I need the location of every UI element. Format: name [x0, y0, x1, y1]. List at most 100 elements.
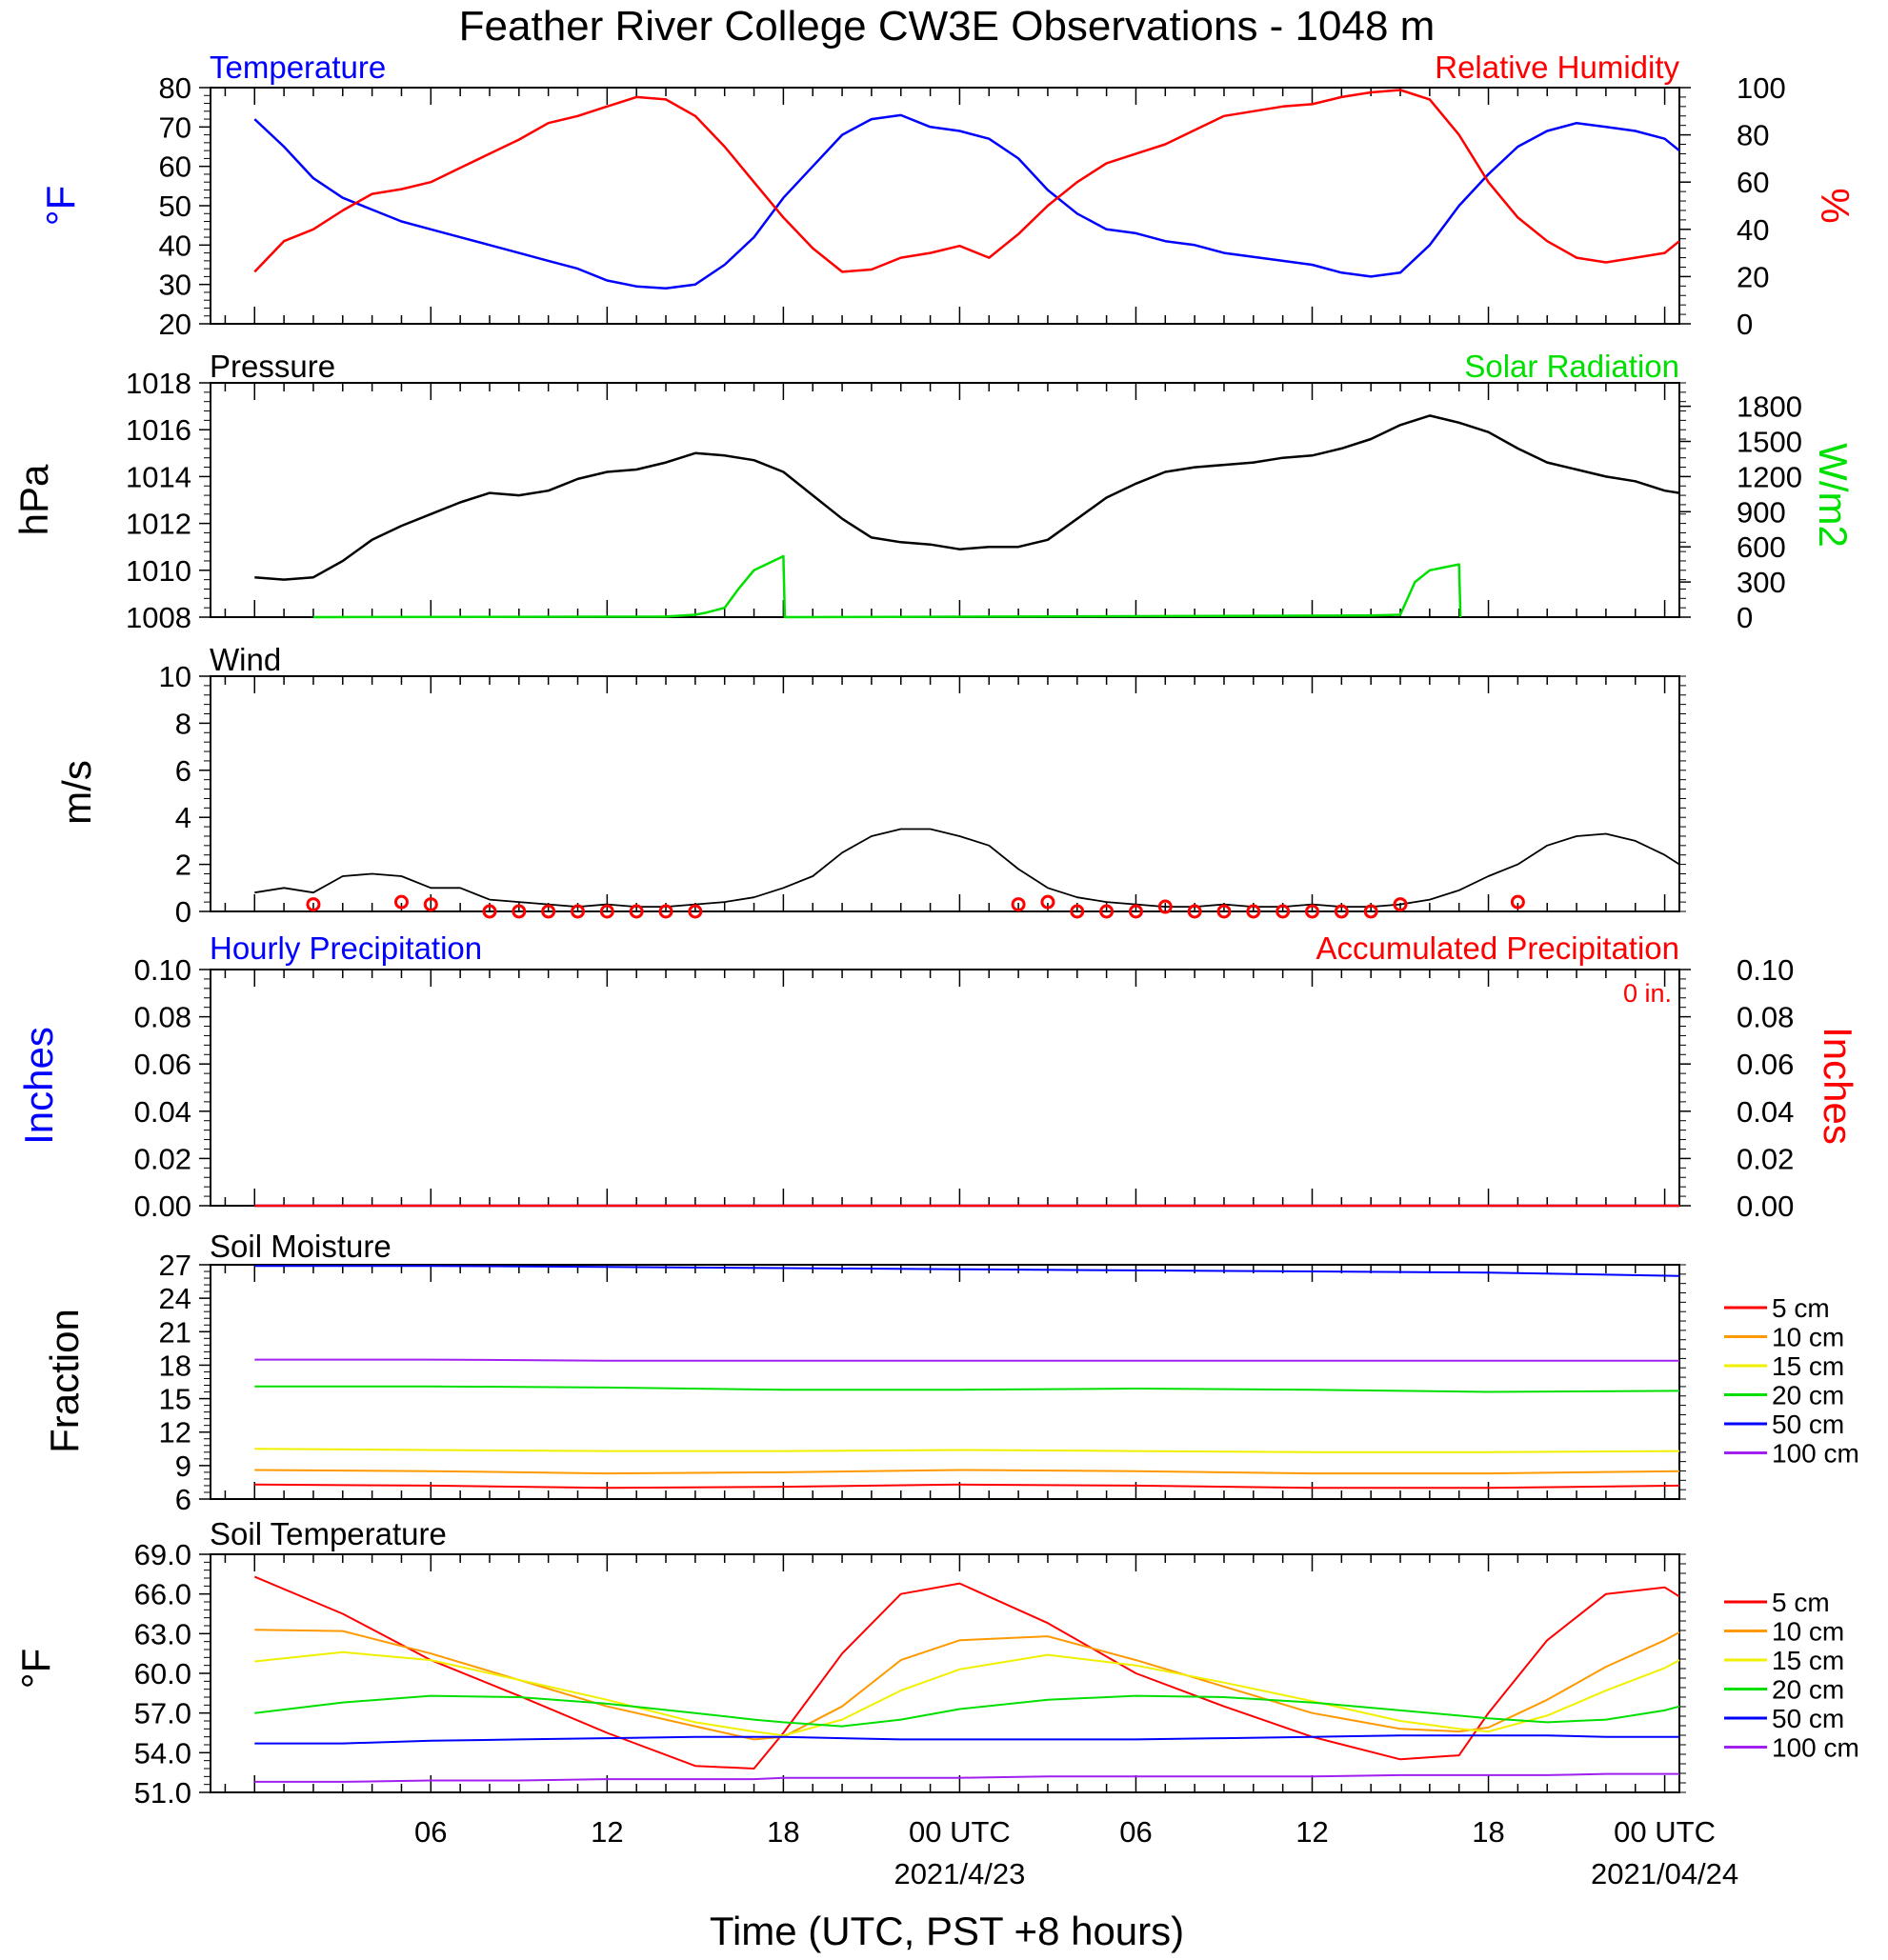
panel2-y-tick-label: 1008 [126, 601, 191, 634]
panel2-y-tick-label-right: 0 [1737, 601, 1753, 634]
series-soil-moisture-50-cm [254, 1265, 1680, 1277]
series-soil-moisture-15-cm [254, 1448, 1680, 1453]
wind-calm-marker [1011, 897, 1026, 912]
wind-calm-marker [571, 904, 585, 919]
panel6-ylabel: °F [13, 1649, 58, 1689]
panel2-ylabel-right-text: W/m2 [1811, 443, 1856, 548]
panel3-y-tick-label: 6 [175, 754, 191, 788]
legend-label-100-cm: 100 cm [1772, 1733, 1859, 1763]
legend-label-100-cm: 100 cm [1772, 1439, 1859, 1469]
series-soil-temperature-100-cm [254, 1772, 1679, 1783]
wind-calm-marker [541, 904, 556, 919]
series-soil-temperature-15-cm [254, 1650, 1680, 1737]
panel1-y-tick-label: 40 [159, 229, 191, 262]
panel4-y-tick-label-right: 0.10 [1737, 953, 1794, 987]
legend-label-20-cm: 20 cm [1772, 1675, 1844, 1705]
wind-calm-marker [1393, 897, 1408, 912]
panel4-y-tick-label: 0.00 [134, 1190, 191, 1223]
x-tick-label: 12 [591, 1815, 623, 1849]
x-tick-date-label: 2021/04/24 [1591, 1857, 1738, 1890]
x-tick-label: 00 UTC [909, 1815, 1011, 1849]
wind-calm-marker [629, 904, 644, 919]
legend-label-10-cm: 10 cm [1772, 1323, 1844, 1352]
series-wind-speed [254, 828, 1680, 908]
panel4-title-left: Hourly Precipitation [210, 930, 482, 966]
panel1-y-tick-label-right: 60 [1737, 166, 1769, 199]
wind-calm-marker [1334, 904, 1349, 919]
x-tick-date-label: 2021/4/23 [894, 1857, 1025, 1890]
panel1-title-left: Temperature [210, 50, 386, 85]
wind-calm-marker [1275, 904, 1291, 919]
wind-calm-marker [306, 897, 321, 912]
panel1-y-tick-label: 50 [159, 190, 191, 223]
panel3-y-tick-label: 0 [175, 895, 191, 929]
series-soil-temperature-20-cm [254, 1694, 1680, 1728]
series-soil-moisture-20-cm [254, 1385, 1680, 1393]
panel2-ylabel-left: hPa [11, 464, 56, 535]
panel6-y-tick-label: 60.0 [134, 1657, 191, 1690]
panel4-y-tick-label-right: 0.00 [1737, 1190, 1794, 1223]
panel1-y-tick-label-right: 100 [1737, 71, 1786, 105]
panel5-y-tick-label: 27 [159, 1249, 191, 1282]
panel6-y-tick-label: 69.0 [134, 1538, 191, 1571]
wind-calm-marker [688, 904, 703, 919]
panel2-y-tick-label-right: 900 [1737, 495, 1786, 529]
panel1-y-tick-label-right: 20 [1737, 260, 1769, 293]
series-soil-temperature-5-cm [253, 1575, 1680, 1770]
panel4-y-tick-label: 0.04 [134, 1095, 191, 1129]
panel4-y-tick-label: 0.08 [134, 1001, 191, 1034]
panel2-y-tick-label: 1014 [126, 460, 191, 493]
panel1-y-tick-label: 30 [159, 269, 191, 302]
panel3-y-tick-label: 4 [175, 801, 191, 834]
series-soil-moisture-5-cm [254, 1483, 1680, 1490]
panel3-ylabel: m/s [54, 760, 99, 825]
series-soil-moisture-100-cm [254, 1358, 1679, 1362]
series-pressure [254, 414, 1680, 581]
panel2-title-left: Pressure [210, 349, 335, 384]
x-tick-label: 18 [767, 1815, 799, 1849]
wind-calm-marker [1363, 904, 1378, 919]
panel5-title: Soil Moisture [210, 1229, 392, 1264]
panel6-y-tick-label: 51.0 [134, 1776, 191, 1810]
panel6-y-tick-label: 57.0 [134, 1697, 191, 1730]
wind-calm-marker [658, 904, 673, 919]
chart-marks: 2030405060708002040608010010081010101210… [126, 71, 1859, 1890]
legend-label-5-cm: 5 cm [1772, 1293, 1830, 1323]
panel5-y-tick-label: 15 [159, 1383, 191, 1416]
series-soil-temperature-10-cm [254, 1629, 1680, 1741]
panel1-ylabel-right: % [1813, 188, 1858, 223]
wind-calm-marker [1128, 904, 1143, 919]
wind-calm-marker [1070, 904, 1085, 919]
legend-label-50-cm: 50 cm [1772, 1704, 1844, 1733]
panel3-y-tick-label: 2 [175, 849, 191, 882]
wind-calm-marker [512, 904, 527, 919]
panel1-ylabel-left: °F [38, 186, 83, 226]
panel5-frame [210, 1264, 1680, 1500]
wind-calm-marker [1099, 904, 1115, 919]
panel6-y-tick-label: 66.0 [134, 1578, 191, 1611]
panel5-y-tick-label: 6 [175, 1483, 191, 1516]
panel4-ylabel-right: Inches [1816, 1027, 1860, 1145]
panel1-y-tick-label-right: 80 [1737, 119, 1769, 152]
panel4-ylabel-left: Inches [16, 1027, 61, 1145]
panel1-title-right: Relative Humidity [1435, 50, 1679, 85]
panel2-y-tick-label: 1010 [126, 554, 191, 588]
wind-calm-marker [1216, 904, 1232, 919]
legend-label-15-cm: 15 cm [1772, 1351, 1844, 1381]
legend-label-20-cm: 20 cm [1772, 1381, 1844, 1410]
series-soil-temperature-50-cm [254, 1734, 1679, 1745]
panel4-y-tick-label-right: 0.04 [1737, 1095, 1794, 1129]
x-tick-label: 06 [414, 1815, 447, 1849]
panel5-y-tick-label: 21 [159, 1315, 191, 1349]
panel4-y-tick-label-right: 0.06 [1737, 1048, 1794, 1081]
panel2-y-tick-label-right: 1200 [1737, 460, 1802, 493]
wind-calm-marker [599, 904, 614, 919]
panel2-title-right: Solar Radiation [1464, 349, 1679, 384]
panel2-y-tick-label: 1012 [126, 508, 191, 541]
x-tick-label: 18 [1472, 1815, 1504, 1849]
panel5-y-tick-label: 24 [159, 1282, 191, 1315]
panel6-y-tick-label: 54.0 [134, 1736, 191, 1770]
panel4-y-tick-label: 0.02 [134, 1142, 191, 1175]
